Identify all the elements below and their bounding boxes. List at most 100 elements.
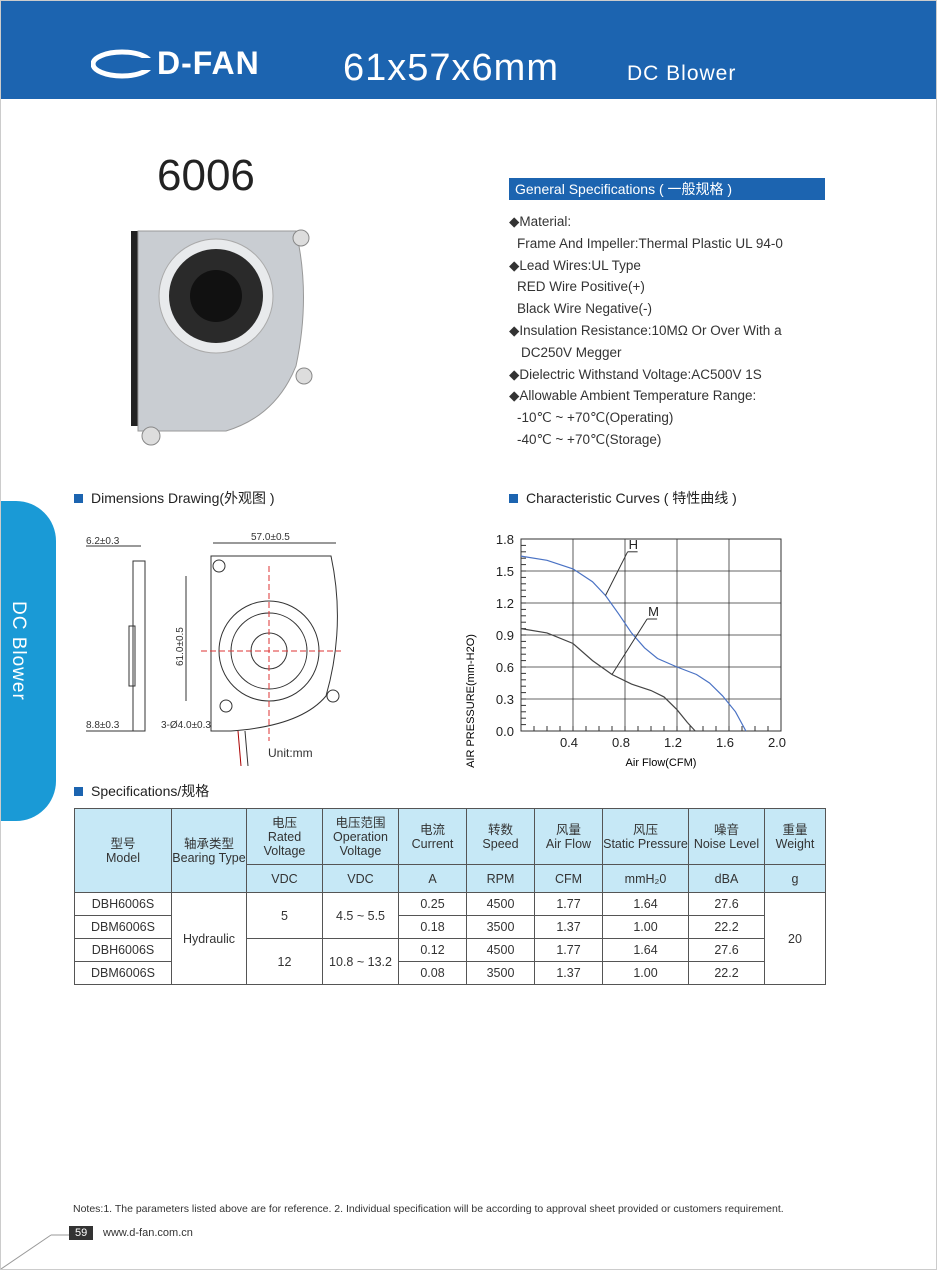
unit-cell: CFM xyxy=(534,864,603,893)
unit-cell: dBA xyxy=(688,864,765,893)
spec-line: DC250V Megger xyxy=(521,344,622,360)
noise-cell: 27.6 xyxy=(688,938,765,962)
speed-cell: 4500 xyxy=(466,938,535,962)
characteristic-curves-chart: 0.0 0.3 0.6 0.9 1.2 1.5 1.8 0.4 0.8 1.2 1.6 2.0 H M A… xyxy=(465,532,786,769)
current-cell: 0.18 xyxy=(398,915,467,939)
curves-heading: Characteristic Curves ( 特性曲线 ) xyxy=(509,488,737,508)
current-cell: 0.08 xyxy=(398,961,467,985)
unit-cell: A xyxy=(398,864,467,893)
current-cell: 0.12 xyxy=(398,938,467,962)
spec-line: ◆Dielectric Withstand Voltage:AC500V 1S xyxy=(509,366,762,382)
speed-cell: 4500 xyxy=(466,892,535,916)
table-header-row: 型号 Model 轴承类型 Bearing Type 电压 Rated Voltage… xyxy=(74,808,826,893)
y-axis-label: AIR PRESSURE(mm-H2O) xyxy=(465,634,477,768)
x-axis-label: Air Flow(CFM) xyxy=(626,757,697,769)
annotation-arrow xyxy=(605,551,629,596)
annotation-arrow xyxy=(611,618,648,675)
general-specs-list: ◆Material: Frame And Impeller:Thermal Pl… xyxy=(509,211,783,451)
table-row: DBM6006S 0.18 3500 1.37 1.00 22.2 xyxy=(74,915,826,939)
side-tab xyxy=(1,501,56,821)
curve-label-H: H xyxy=(629,537,638,552)
dim-holes: 3-Ø4.0±0.3 xyxy=(161,720,211,731)
speed-cell: 3500 xyxy=(466,961,535,985)
heading-text: Specifications/规格 xyxy=(91,783,210,799)
pressure-cell: 1.00 xyxy=(602,915,689,939)
website-url[interactable]: www.d-fan.com.cn xyxy=(103,1227,193,1239)
dimensions-heading: Dimensions Drawing(外观图 ) xyxy=(74,488,275,508)
specs-heading: Specifications/规格 xyxy=(74,781,209,801)
table-row: DBH6006S Hydraulic 5 4.5 ~ 5.5 0.25 4500 1… xyxy=(74,892,826,985)
model-cell: DBH6006S xyxy=(74,938,172,962)
x-tick-label: 1.6 xyxy=(716,735,734,750)
footer-notes: Notes:1. The parameters listed above are… xyxy=(73,1203,784,1215)
weight-cell: 20 xyxy=(764,892,826,985)
bullet-square-icon xyxy=(74,493,83,503)
airflow-cell: 1.77 xyxy=(534,892,603,916)
y-tick-label: 1.5 xyxy=(496,564,514,579)
dimensions-drawing: 6.2±0.3 57.0±0.5 61.0±0.5 8.8±0.3 3-Ø4.0… xyxy=(86,532,341,767)
heading-text: Characteristic Curves ( 特性曲线 ) xyxy=(526,490,737,506)
dim-unit: Unit:mm xyxy=(268,746,313,760)
side-tab-label: DC Blower xyxy=(8,601,29,701)
page-title: 61x57x6mm xyxy=(343,47,559,89)
footer-corner-line xyxy=(1,1234,71,1269)
bullet-square-icon xyxy=(509,493,518,503)
unit-cell: g xyxy=(764,864,826,893)
y-tick-label: 0.0 xyxy=(496,724,514,739)
spec-line: Black Wire Negative(-) xyxy=(517,301,653,317)
col-operation-voltage: 电压范围 Operation Voltage xyxy=(322,808,399,865)
spec-line: ◆Lead Wires:UL Type xyxy=(509,257,641,273)
model-number: 6006 xyxy=(157,151,255,200)
spec-line: ◆Insulation Resistance:10MΩ Or Over With… xyxy=(509,322,782,338)
unit-cell: mmH₂0 xyxy=(602,864,689,893)
x-tick-label: 0.8 xyxy=(612,735,630,750)
table-unit-row: VDC VDC A RPM CFM mmH₂0 dBA g xyxy=(75,864,826,893)
page-number: 59 xyxy=(69,1226,94,1240)
spec-line: RED Wire Positive(+) xyxy=(517,279,645,295)
voltage-range-cell: 4.5 ~ 5.5 xyxy=(322,892,399,939)
y-tick-label: 1.8 xyxy=(496,532,514,547)
logo: D-FAN xyxy=(91,45,260,82)
bearing-cell: Hydraulic xyxy=(171,892,247,985)
col-weight: 重量 Weight xyxy=(764,808,826,865)
spec-line: ◆Material: xyxy=(509,214,572,229)
unit-cell: VDC xyxy=(322,864,399,893)
airflow-cell: 1.77 xyxy=(534,938,603,962)
spec-line: Frame And Impeller:Thermal Plastic UL 94… xyxy=(517,235,783,251)
spec-line: ◆Allowable Ambient Temperature Range: xyxy=(509,388,757,404)
pressure-cell: 1.64 xyxy=(602,938,689,962)
col-rated-voltage: 电压 Rated Voltage xyxy=(246,808,323,865)
noise-cell: 22.2 xyxy=(688,961,765,985)
unit-cell: RPM xyxy=(466,864,535,893)
y-tick-label: 0.9 xyxy=(496,628,514,643)
voltage-range-cell: 10.8 ~ 13.2 xyxy=(322,938,399,985)
model-cell: DBM6006S xyxy=(74,915,172,939)
spec-line: -10℃ ~ +70℃(Operating) xyxy=(517,410,674,426)
y-tick-label: 0.6 xyxy=(496,660,514,675)
y-tick-label: 1.2 xyxy=(496,596,514,611)
speed-cell: 3500 xyxy=(466,915,535,939)
airflow-cell: 1.37 xyxy=(534,915,603,939)
col-speed: 转数 Speed xyxy=(466,808,535,865)
noise-cell: 27.6 xyxy=(688,892,765,916)
general-specs-heading: General Specifications ( 一般规格 ) xyxy=(509,178,825,200)
pressure-cell: 1.00 xyxy=(602,961,689,985)
curve-label-M: M xyxy=(648,604,659,619)
col-noise: 噪音 Noise Level xyxy=(688,808,765,865)
rated-voltage-cell: 5 xyxy=(246,892,323,939)
noise-cell: 22.2 xyxy=(688,915,765,939)
table-row: DBH6006S 12 10.8 ~ 13.2 0.12 4500 1.77 1.64… xyxy=(74,938,826,985)
dim-base: 8.8±0.3 xyxy=(86,720,120,731)
col-bearing: 轴承类型 Bearing Type xyxy=(171,808,247,893)
x-tick-label: 1.2 xyxy=(664,735,682,750)
logo-swoosh-icon xyxy=(91,49,153,78)
model-cell: DBM6006S xyxy=(74,961,172,985)
current-cell: 0.25 xyxy=(398,892,467,916)
dim-height: 61.0±0.5 xyxy=(175,627,186,666)
col-current: 电流 Current xyxy=(398,808,467,865)
fan-product-image xyxy=(131,229,313,446)
dim-thickness: 6.2±0.3 xyxy=(86,536,120,547)
x-tick-label: 2.0 xyxy=(768,735,786,750)
col-airflow: 风量 Air Flow xyxy=(534,808,603,865)
